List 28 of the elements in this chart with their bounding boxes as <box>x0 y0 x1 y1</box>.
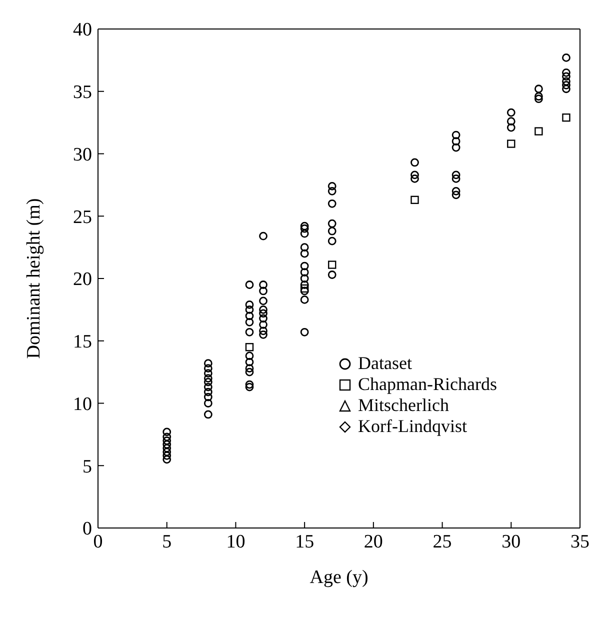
y-tick-label: 40 <box>73 20 92 41</box>
x-tick-label: 10 <box>226 531 246 552</box>
point <box>507 140 516 148</box>
y-tick-label: 35 <box>73 82 92 104</box>
x-tick-label: 25 <box>432 531 452 552</box>
point <box>245 343 254 352</box>
point <box>534 127 543 136</box>
legend-label: Dataset <box>358 353 412 374</box>
y-tick-label: 25 <box>73 206 92 228</box>
y-tick-label: 5 <box>82 456 92 478</box>
point <box>562 113 570 122</box>
x-tick-label: 30 <box>502 531 521 552</box>
legend-label: Korf-Lindqvist <box>358 416 467 437</box>
y-axis-title: Dominant height (m) <box>24 198 45 359</box>
y-tick-label: 20 <box>73 269 92 290</box>
legend-label: Chapman-Richards <box>358 374 497 395</box>
x-tick-label: 20 <box>364 531 383 552</box>
y-tick-label: 15 <box>73 332 92 353</box>
x-tick-label: 5 <box>162 531 172 552</box>
x-axis-title: Age (y) <box>310 567 368 588</box>
x-tick-label: 35 <box>570 531 590 552</box>
y-tick-label: 30 <box>73 144 92 166</box>
point <box>300 284 309 293</box>
y-tick-label: 10 <box>73 394 92 415</box>
point <box>410 196 419 204</box>
x-tick-label: 15 <box>295 531 314 552</box>
point <box>328 260 336 269</box>
legend-label: Mitscherlich <box>358 395 449 416</box>
